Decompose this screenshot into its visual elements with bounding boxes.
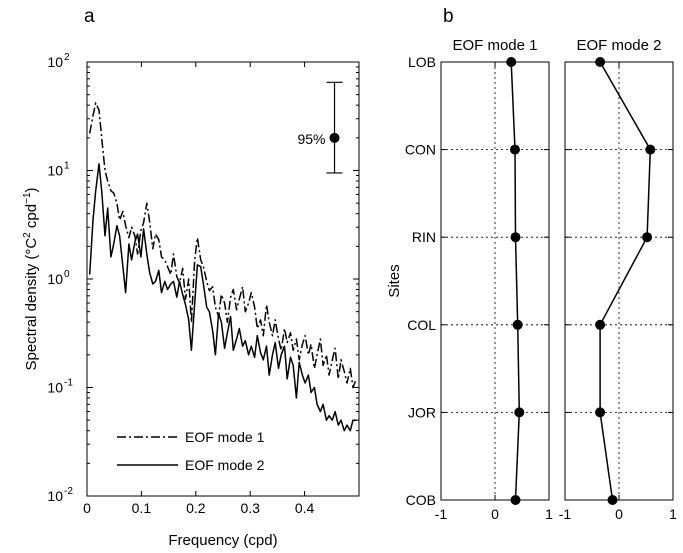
loading-point-rin: [510, 232, 521, 243]
series-line-eof-mode-2: [88, 163, 357, 432]
y-axis-label-mid: cpd: [23, 204, 40, 232]
y-tick-label: 10: [47, 488, 63, 504]
eof-mode-1-line: [510, 61, 521, 501]
y-tick-label: 10: [47, 163, 63, 179]
y-axis-label-sup2: −1: [22, 192, 33, 204]
spectral-density-plot-area: [88, 102, 358, 432]
x-tick-label: 0.1: [132, 500, 152, 516]
legend-label-eof-mode-1: EOF mode 1: [185, 429, 265, 445]
loading-point-jor: [595, 407, 606, 418]
eof-mode-2-title: EOF mode 2: [576, 37, 661, 54]
site-label-jor: JOR: [408, 404, 436, 420]
eof-mode-2-line: [599, 61, 652, 501]
sites-axis-label: Sites: [386, 264, 403, 297]
ci-center-point: [329, 132, 340, 143]
x-axis-label: Frequency (cpd): [168, 532, 277, 549]
loading-point-con: [509, 144, 520, 155]
eof-mode-1-panel: -1 0 1 EOF mode 1: [435, 37, 553, 522]
legend-label-eof-mode-2: EOF mode 2: [185, 457, 265, 473]
y-axis-label-main: Spectral density (°C: [23, 238, 40, 371]
loading-point-cob: [607, 495, 618, 505]
y-tick-label-exponent: 1: [64, 161, 70, 172]
loading-point-col: [595, 319, 606, 330]
site-label-col: COL: [407, 317, 436, 333]
loading-point-lob: [595, 57, 606, 67]
loading-x-tick-label: -1: [435, 506, 448, 522]
eof-mode-2-panel: -1 0 1 EOF mode 2: [559, 37, 677, 522]
y-axis-label-end: ): [23, 187, 40, 192]
loading-x-tick-label: 1: [669, 506, 677, 522]
y-tick-label: 10: [47, 271, 63, 287]
site-label-cob: COB: [406, 492, 436, 508]
series-line-eof-mode-1: [88, 102, 358, 389]
y-tick-label-exponent: 0: [64, 269, 70, 280]
y-tick-label-exponent: -1: [64, 378, 73, 389]
site-label-rin: RIN: [412, 229, 436, 245]
x-tick-label: 0.4: [295, 500, 315, 516]
loading-point-rin: [642, 232, 653, 243]
loading-point-cob: [510, 495, 521, 505]
confidence-interval: 95%: [297, 81, 343, 174]
y-tick-label: 10: [47, 380, 63, 396]
loading-x-tick-label: -1: [559, 506, 572, 522]
confidence-interval-label: 95%: [297, 131, 325, 147]
x-tick-label: 0.3: [240, 500, 260, 516]
y-tick-label: 10: [47, 54, 63, 70]
y-tick-label-exponent: -2: [64, 486, 73, 497]
y-axis-label: Spectral density (°C2 cpd−1): [22, 187, 40, 370]
panel-a-label: a: [84, 6, 95, 27]
loading-x-tick-label: 0: [615, 506, 623, 522]
loading-point-lob: [506, 57, 517, 67]
y-axis-label-sup1: 2: [22, 232, 33, 238]
y-tick-label-exponent: 2: [64, 52, 70, 63]
eof-mode-1-title: EOF mode 1: [452, 37, 537, 54]
eof-loadings-plots: -1 0 1 EOF mode 1 -1 0 1 EOF mode 2 LOB CON RIN COL…: [405, 37, 677, 522]
legend: EOF mode 1 EOF mode 2: [117, 429, 265, 473]
loading-point-jor: [514, 407, 525, 418]
x-tick-label: 0.2: [186, 500, 206, 516]
loading-point-con: [645, 144, 656, 155]
loading-x-tick-label: 1: [545, 506, 553, 522]
site-label-lob: LOB: [408, 54, 436, 70]
site-label-con: CON: [405, 142, 436, 158]
x-tick-label: 0: [83, 500, 91, 516]
loading-point-col: [512, 319, 523, 330]
panel-b-label: b: [443, 6, 454, 27]
loading-x-tick-label: 0: [491, 506, 499, 522]
